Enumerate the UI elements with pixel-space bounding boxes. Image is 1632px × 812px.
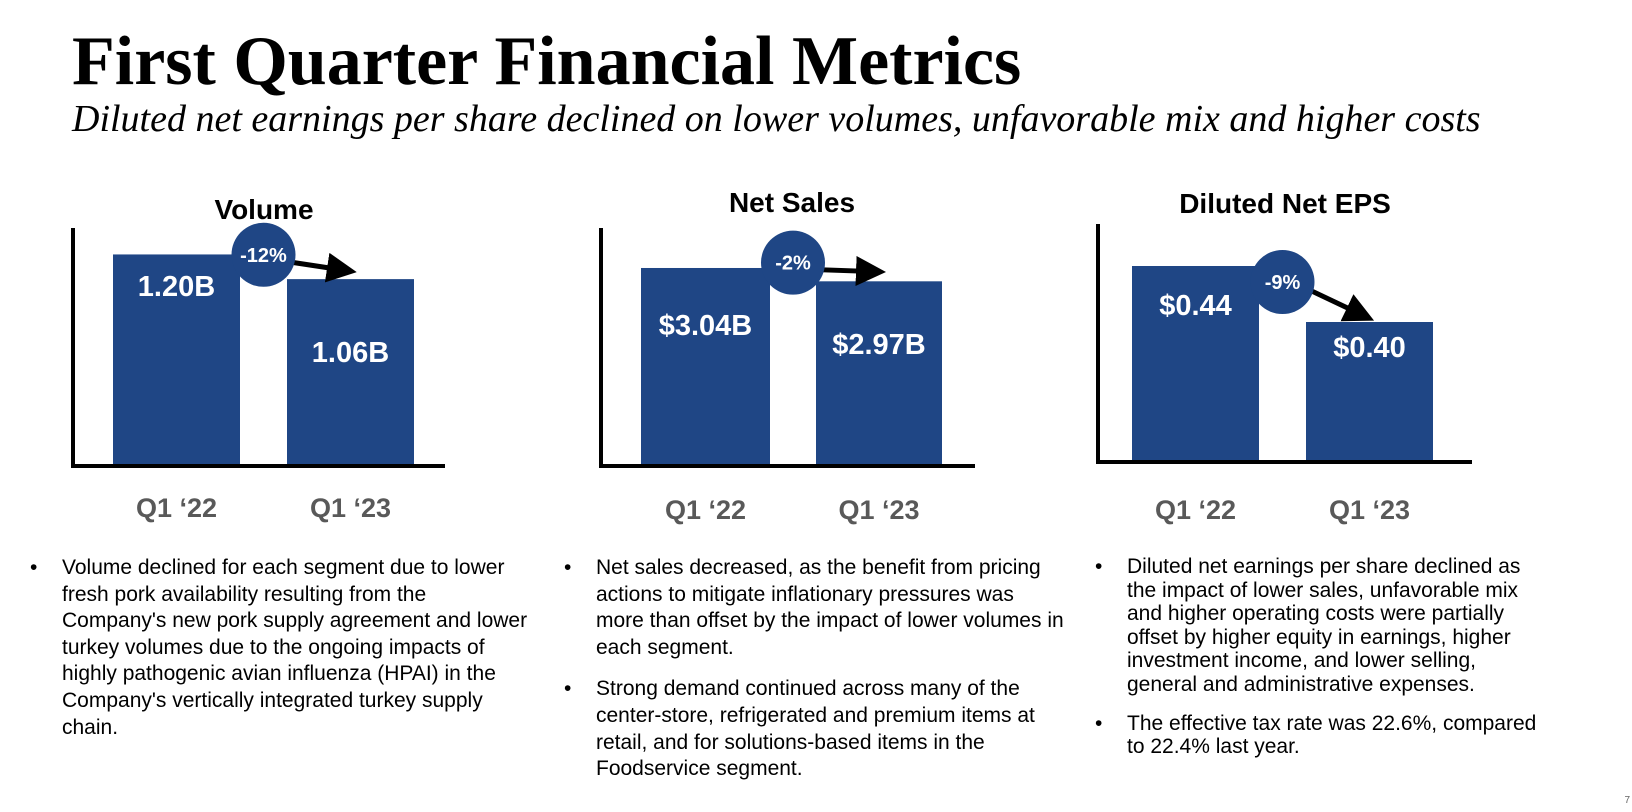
bar: [287, 279, 414, 464]
bar: [1132, 266, 1259, 460]
bullet-item: Volume declined for each segment due to …: [30, 555, 530, 741]
tick-label: Q1 ‘22: [665, 495, 746, 525]
commentary-diluted-net-eps: Diluted net earnings per share declined …: [1095, 555, 1550, 774]
tick-label: Q1 ‘23: [310, 493, 391, 523]
data-label: $0.40: [1333, 332, 1406, 364]
data-label: $3.04B: [659, 310, 753, 342]
data-label: 1.20B: [138, 271, 215, 303]
tick-label: Q1 ‘23: [838, 495, 919, 525]
change-label: -12%: [240, 245, 287, 267]
bar: [1306, 322, 1433, 460]
bullet-item: Strong demand continued across many of t…: [564, 676, 1064, 782]
commentary-volume: Volume declined for each segment due to …: [30, 555, 530, 741]
chart-title-volume: Volume: [214, 194, 314, 225]
page-subtitle: Diluted net earnings per share declined …: [72, 98, 1481, 140]
bar: [641, 267, 770, 464]
bullet-item: Diluted net earnings per share declined …: [1095, 555, 1550, 697]
change-badge: [231, 222, 296, 287]
commentary-net-sales: Net sales decreased, as the benefit from…: [564, 555, 1064, 798]
change-badge: [1250, 250, 1315, 314]
page-number: 7: [1624, 795, 1630, 806]
bullet-item: The effective tax rate was 22.6%, compar…: [1095, 712, 1550, 759]
page-title: First Quarter Financial Metrics: [72, 23, 1022, 100]
bar: [113, 254, 240, 464]
data-label: $0.44: [1159, 290, 1232, 322]
charts-root: 1.20B Q1 ‘22 1.06B Q1 ‘23 -12% $3.04B Q1 ‘22 $2…: [71, 222, 1472, 525]
change-label: -9%: [1265, 272, 1301, 294]
chart-title-diluted-net-eps: Diluted Net EPS: [1179, 188, 1391, 219]
change-label: -2%: [775, 253, 811, 275]
bullet-item: Net sales decreased, as the benefit from…: [564, 555, 1064, 661]
tick-label: Q1 ‘22: [1155, 495, 1236, 525]
tick-label: Q1 ‘23: [1329, 495, 1410, 525]
chart-title-net-sales: Net Sales: [728, 187, 856, 218]
data-label: $2.97B: [832, 329, 926, 361]
tick-label: Q1 ‘22: [136, 493, 217, 523]
data-label: 1.06B: [312, 337, 389, 369]
bar: [816, 281, 942, 464]
change-badge: [761, 230, 825, 295]
